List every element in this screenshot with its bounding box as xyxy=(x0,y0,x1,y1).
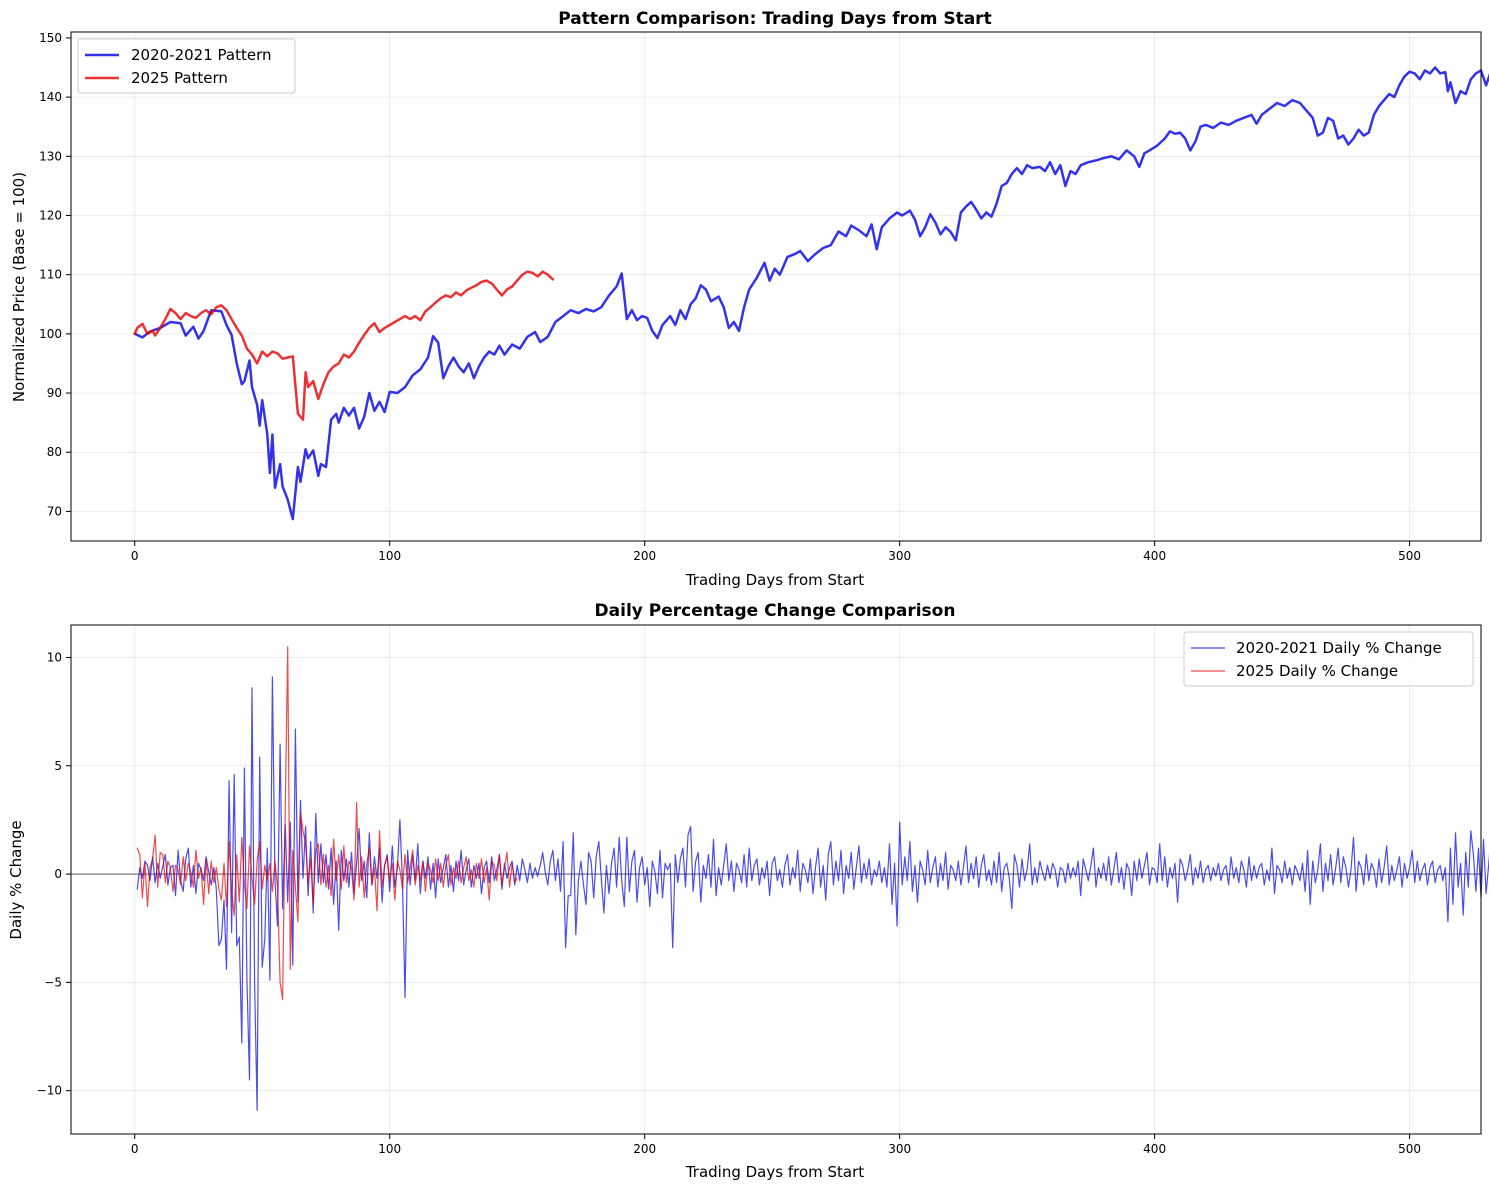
daily-change-chart: Daily Percentage Change Comparison 0 100 2… xyxy=(7,601,1489,1181)
x-tick-label: 200 xyxy=(633,549,656,563)
daily-change-chart-x-ticks: 0 100 200 300 400 500 xyxy=(131,1134,1421,1156)
x-tick-label: 300 xyxy=(888,1142,911,1156)
daily-change-chart-axes-frame xyxy=(70,624,1482,1135)
y-tick-label: −10 xyxy=(37,1084,62,1098)
daily-change-chart-lines xyxy=(136,646,1489,1111)
y-tick-label: −5 xyxy=(44,975,62,989)
x-tick-label: 0 xyxy=(131,1142,139,1156)
price-chart-y-axis-label: Normalized Price (Base = 100) xyxy=(10,172,28,402)
legend-box xyxy=(1183,631,1474,687)
y-tick-label: 100 xyxy=(39,327,62,341)
x-tick-label: 200 xyxy=(633,1142,656,1156)
daily-change-chart-legend: 2020-2021 Daily % Change 2025 Daily % Ch… xyxy=(1183,631,1474,687)
price-chart-x-ticks: 0 100 200 300 400 500 xyxy=(131,541,1421,563)
price-chart: Pattern Comparison: Trading Days from St… xyxy=(10,9,1489,589)
x-tick-label: 100 xyxy=(378,549,401,563)
y-tick-label: 90 xyxy=(47,386,62,400)
x-tick-label: 500 xyxy=(1398,1142,1421,1156)
daily-change-chart-y-ticks: −10 −5 0 5 10 xyxy=(37,650,71,1098)
y-tick-label: 120 xyxy=(39,208,62,222)
y-tick-label: 150 xyxy=(39,31,62,45)
daily-change-chart-title: Daily Percentage Change Comparison xyxy=(595,601,956,621)
x-tick-label: 500 xyxy=(1398,549,1421,563)
y-tick-label: 110 xyxy=(39,268,62,282)
price-chart-axes-frame xyxy=(70,31,1482,542)
price-chart-legend: 2020-2021 Pattern 2025 Pattern xyxy=(77,38,296,94)
y-tick-label: 130 xyxy=(39,149,62,163)
legend-box xyxy=(77,38,296,94)
x-tick-label: 0 xyxy=(131,549,139,563)
price-chart-y-ticks: 70 80 90 100 110 120 130 140 150 xyxy=(39,31,71,518)
x-tick-label: 400 xyxy=(1143,549,1166,563)
price-chart-title: Pattern Comparison: Trading Days from St… xyxy=(558,9,991,29)
y-tick-label: 5 xyxy=(54,759,62,773)
x-tick-label: 400 xyxy=(1143,1142,1166,1156)
y-tick-label: 70 xyxy=(47,504,62,518)
x-tick-label: 300 xyxy=(888,549,911,563)
y-tick-label: 0 xyxy=(54,867,62,881)
daily-change-chart-y-axis-label: Daily % Change xyxy=(7,820,25,939)
legend-label-2025-daily-change: 2025 Daily % Change xyxy=(1236,662,1398,680)
series-line-0 xyxy=(133,66,1489,521)
legend-label-2020-2021-pattern: 2020-2021 Pattern xyxy=(131,46,272,64)
price-chart-grid xyxy=(71,32,1481,541)
legend-label-2020-2021-daily-change: 2020-2021 Daily % Change xyxy=(1236,639,1442,657)
price-chart-x-axis-label: Trading Days from Start xyxy=(685,571,864,589)
legend-label-2025-pattern: 2025 Pattern xyxy=(131,69,228,87)
series-line-1 xyxy=(133,270,555,421)
y-tick-label: 140 xyxy=(39,90,62,104)
series-line-1 xyxy=(136,646,518,1001)
y-tick-label: 80 xyxy=(47,445,62,459)
x-tick-label: 100 xyxy=(378,1142,401,1156)
price-chart-lines xyxy=(133,66,1489,521)
daily-change-chart-x-axis-label: Trading Days from Start xyxy=(685,1163,864,1181)
y-tick-label: 10 xyxy=(47,650,62,664)
